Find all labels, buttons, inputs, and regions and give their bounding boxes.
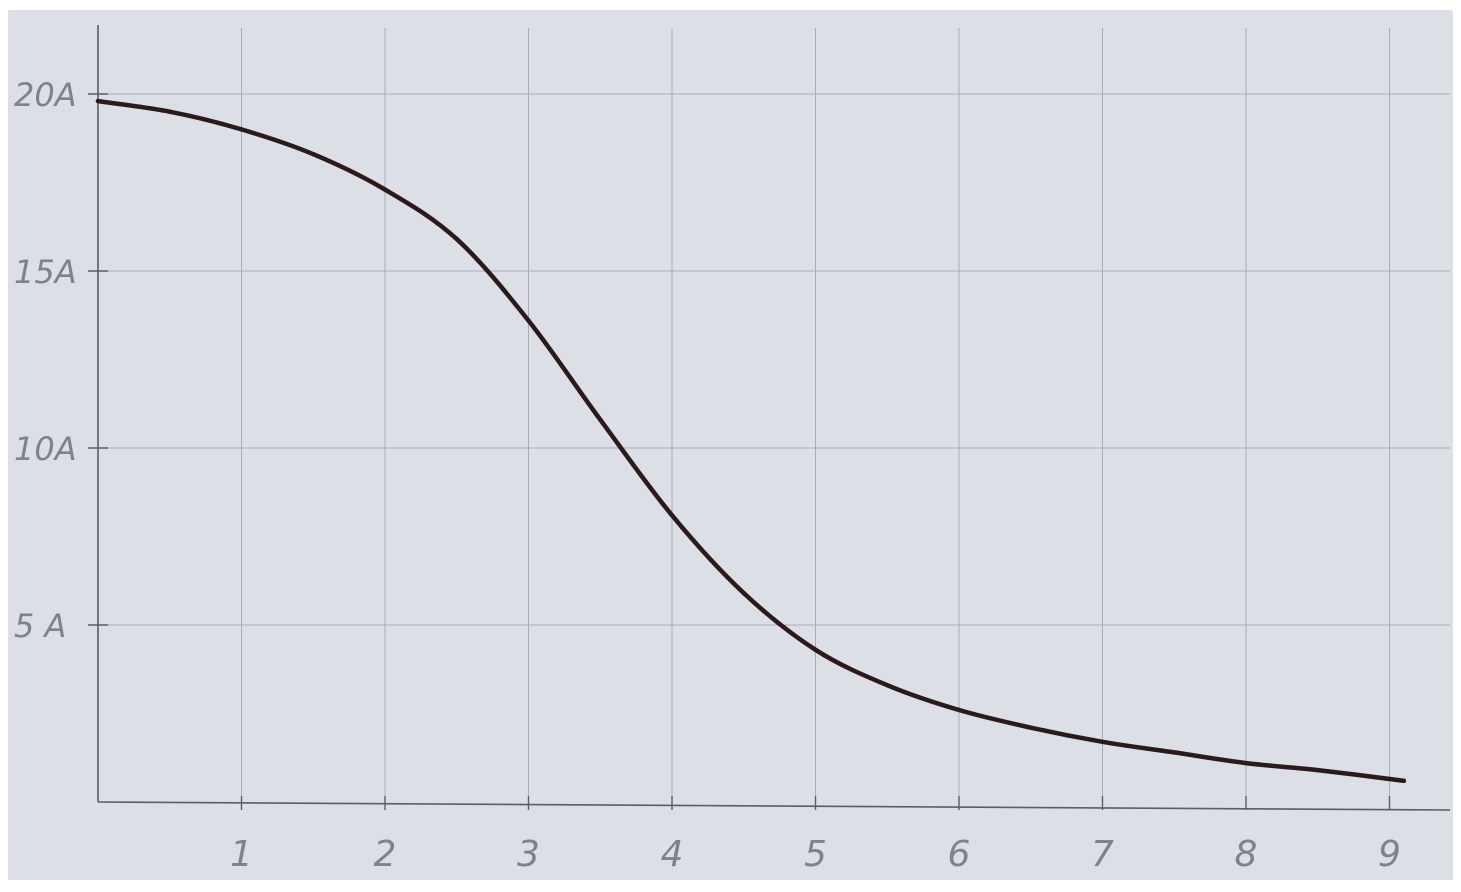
x-tick-label: 9 [1378, 834, 1401, 875]
data-point [167, 109, 172, 114]
data-point [669, 513, 675, 518]
x-axis-line [97, 801, 1451, 811]
data-point [239, 127, 244, 132]
y-tick-label: 15A [14, 253, 77, 291]
x-tick-label: 1 [230, 834, 253, 875]
data-point [1243, 760, 1249, 766]
y-tick-label: 10A [14, 430, 77, 468]
data-point [1100, 739, 1105, 745]
grid-lines [98, 28, 1450, 802]
data-point [382, 187, 388, 192]
axes [97, 25, 1451, 811]
tick-marks [88, 93, 1391, 810]
y-tick-label: 20A [14, 76, 77, 114]
series [95, 98, 1407, 784]
x-tick-label: 5 [804, 834, 827, 875]
data-point [598, 417, 603, 422]
data-point [1028, 725, 1033, 730]
data-point [95, 98, 101, 104]
data-point [741, 590, 746, 596]
paper-background [8, 10, 1453, 880]
data-point [454, 236, 459, 242]
data-point [956, 707, 962, 713]
data-point [885, 682, 890, 688]
x-tick-label: 8 [1235, 834, 1258, 875]
data-point [813, 647, 818, 652]
x-tick-label: 6 [948, 834, 971, 875]
x-tick-label: 2 [374, 834, 397, 875]
data-point [526, 318, 531, 323]
x-tick-label: 7 [1091, 834, 1114, 875]
data-point [1172, 750, 1177, 755]
x-tick-label: 4 [661, 834, 684, 875]
y-tick-label: 5 A [14, 607, 66, 645]
data-point [1315, 767, 1320, 773]
tick-labels: 1 2 3 4 5 6 7 8 9 5 A 10A 15A 20A [14, 76, 1401, 875]
data-point [311, 151, 316, 157]
x-tick-label: 3 [517, 834, 540, 875]
data-point [1401, 778, 1407, 783]
